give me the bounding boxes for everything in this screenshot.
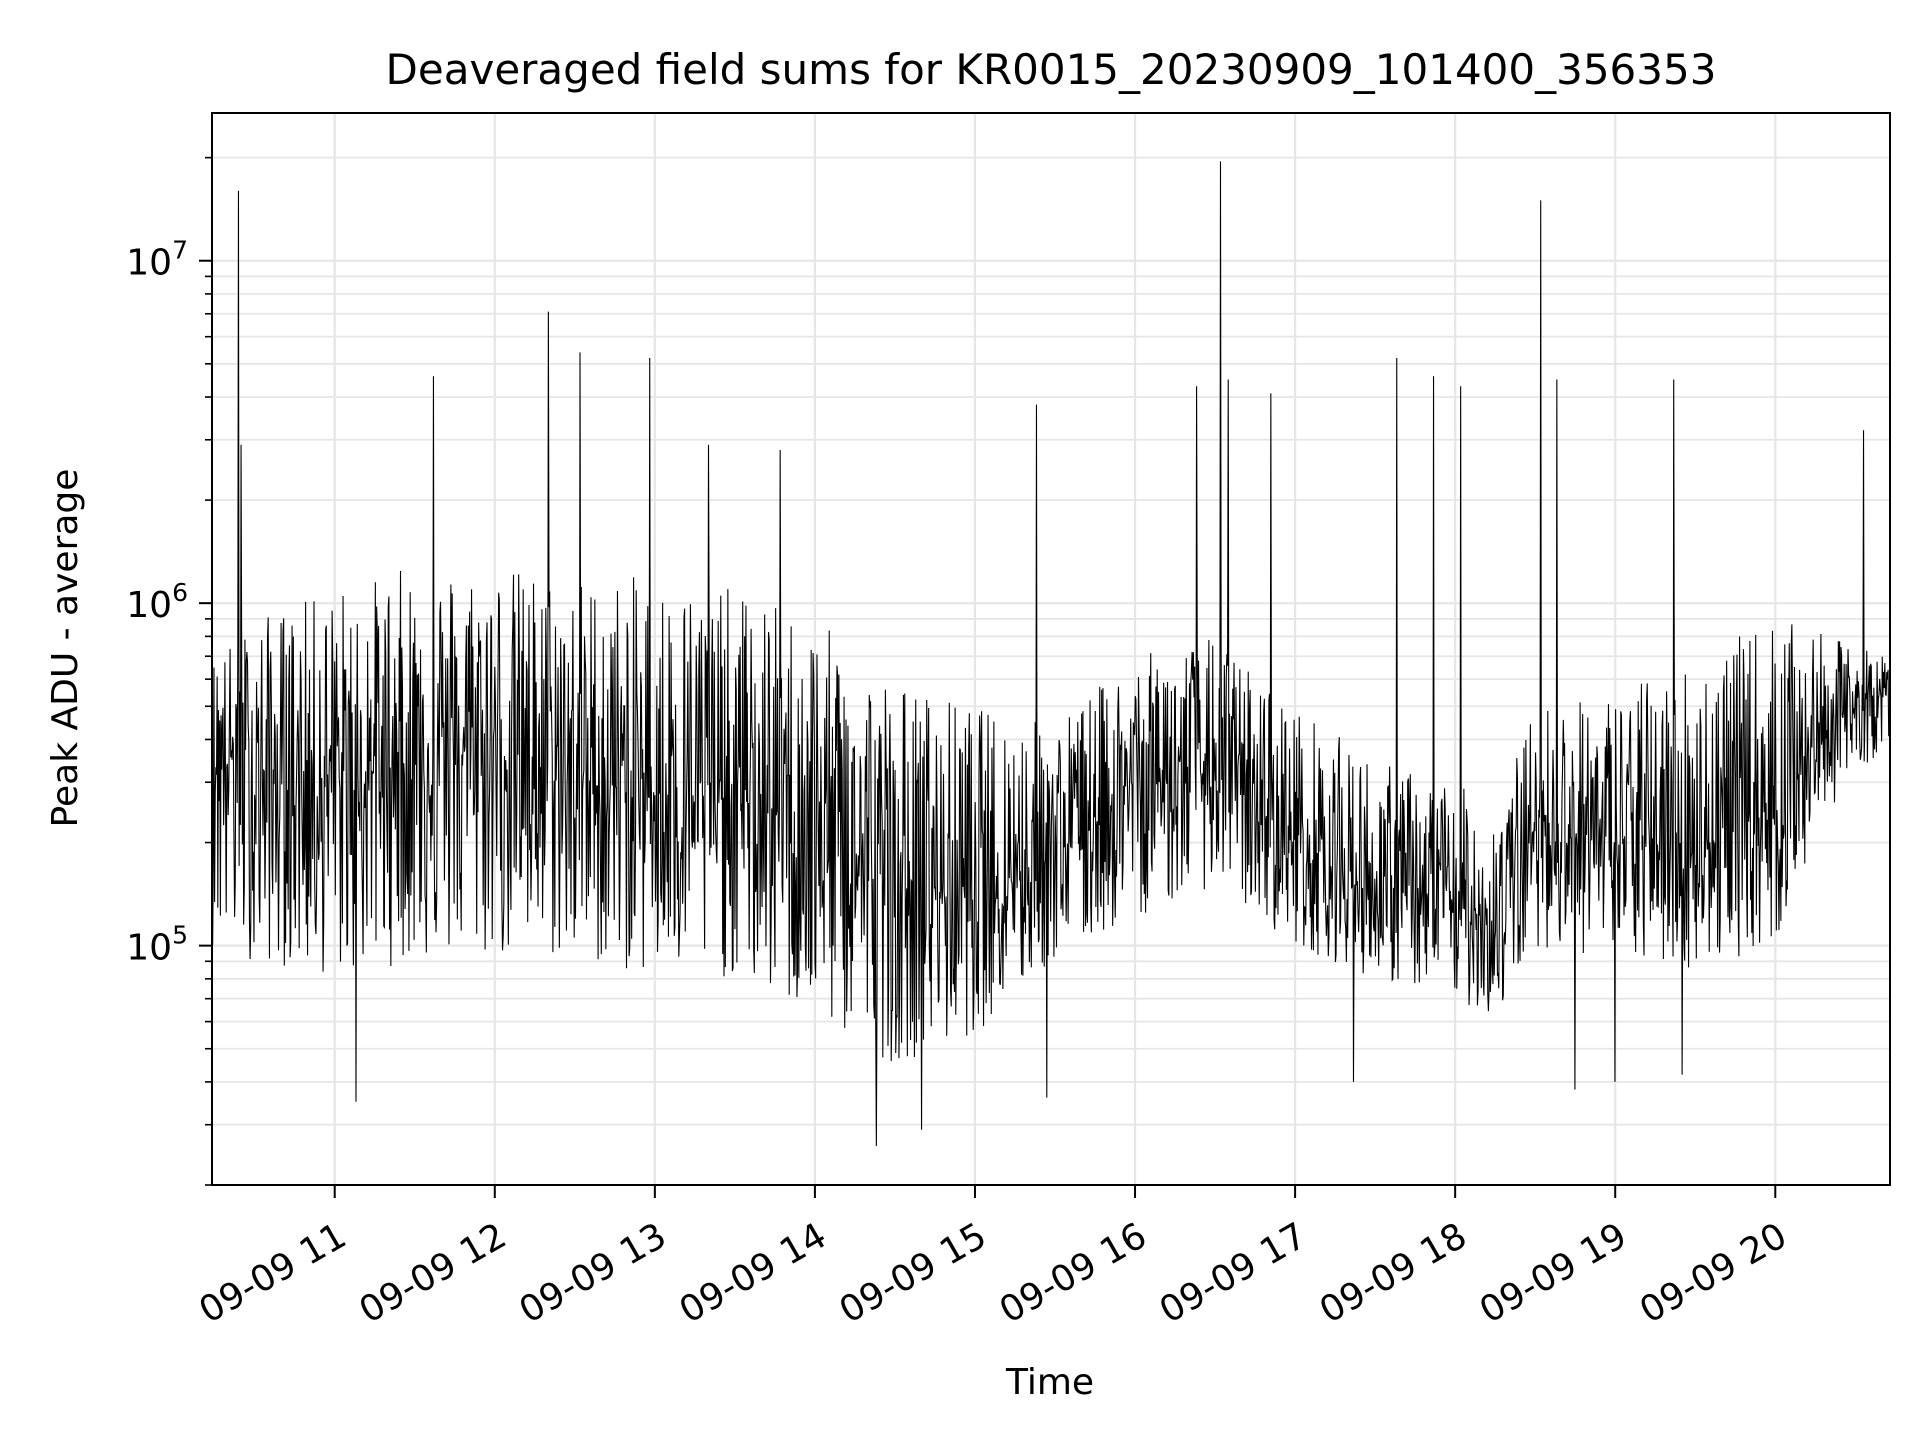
y-axis-label: Peak ADU - average xyxy=(45,469,86,828)
x-axis-label: Time xyxy=(1005,1362,1094,1403)
series-line xyxy=(211,161,1891,1146)
plot-frame xyxy=(211,112,1891,1186)
series-line-group xyxy=(211,161,1891,1146)
y-tick-label: 107 xyxy=(126,236,188,284)
chart-title: Deaveraged field sums for KR0015_2023090… xyxy=(386,45,1717,94)
y-tick-label: 105 xyxy=(126,921,188,969)
y-tick-label: 106 xyxy=(126,578,188,626)
